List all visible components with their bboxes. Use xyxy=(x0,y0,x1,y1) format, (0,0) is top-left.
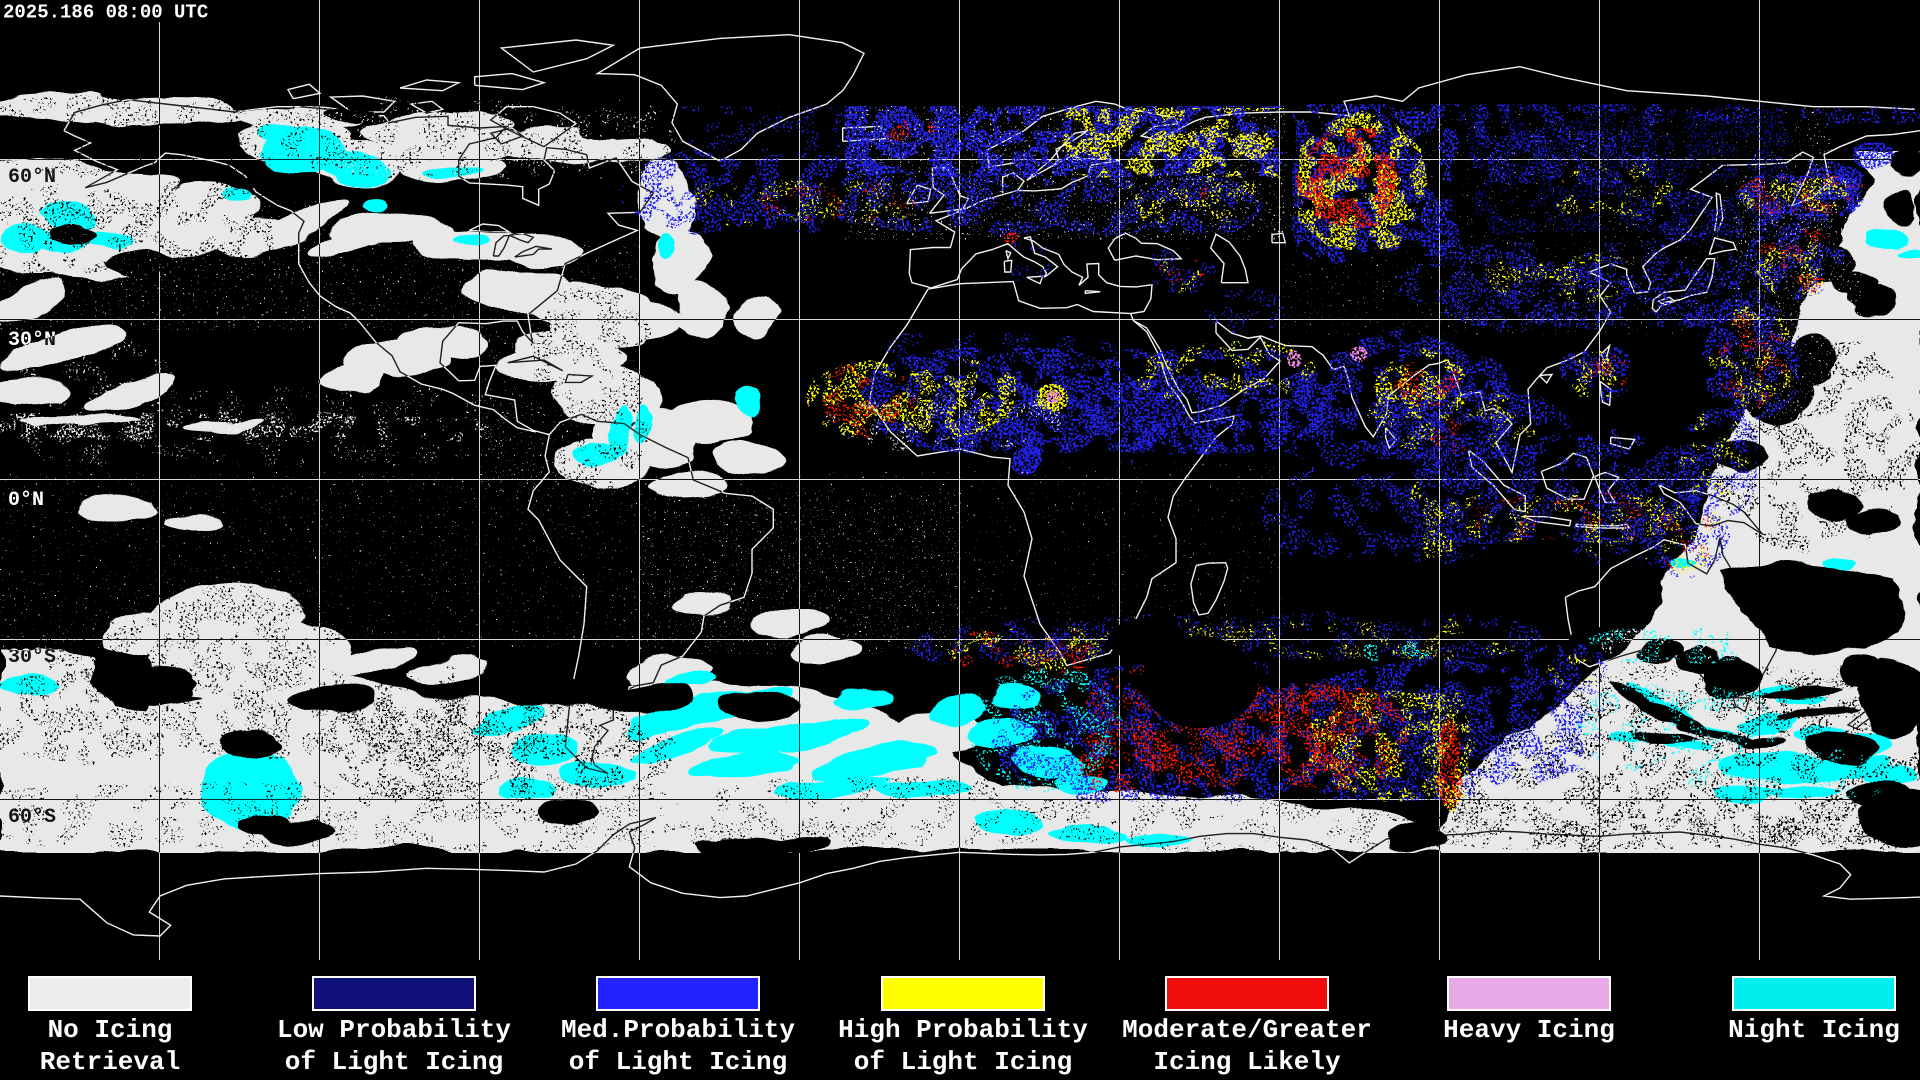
svg-text:0°N: 0°N xyxy=(8,489,44,512)
svg-text:60°S: 60°S xyxy=(8,806,56,829)
svg-text:of Light Icing: of Light Icing xyxy=(569,1047,787,1077)
svg-text:of Light Icing: of Light Icing xyxy=(285,1047,503,1077)
svg-text:30°N: 30°N xyxy=(8,329,56,352)
svg-text:60°N: 60°N xyxy=(8,166,56,189)
svg-text:of Light Icing: of Light Icing xyxy=(854,1047,1072,1077)
svg-text:Night Icing: Night Icing xyxy=(1728,1015,1900,1045)
svg-text:30°S: 30°S xyxy=(8,646,56,669)
svg-text:High Probability: High Probability xyxy=(838,1015,1088,1045)
svg-text:Med.Probability: Med.Probability xyxy=(561,1015,795,1045)
svg-text:Low Probability: Low Probability xyxy=(277,1015,511,1045)
svg-text:No Icing: No Icing xyxy=(48,1015,173,1045)
svg-text:2025.186 08:00 UTC: 2025.186 08:00 UTC xyxy=(3,2,208,24)
svg-text:Icing Likely: Icing Likely xyxy=(1153,1047,1341,1077)
svg-text:Retrieval: Retrieval xyxy=(40,1047,180,1077)
svg-text:Heavy Icing: Heavy Icing xyxy=(1443,1015,1615,1045)
svg-text:Moderate/Greater: Moderate/Greater xyxy=(1122,1015,1372,1045)
